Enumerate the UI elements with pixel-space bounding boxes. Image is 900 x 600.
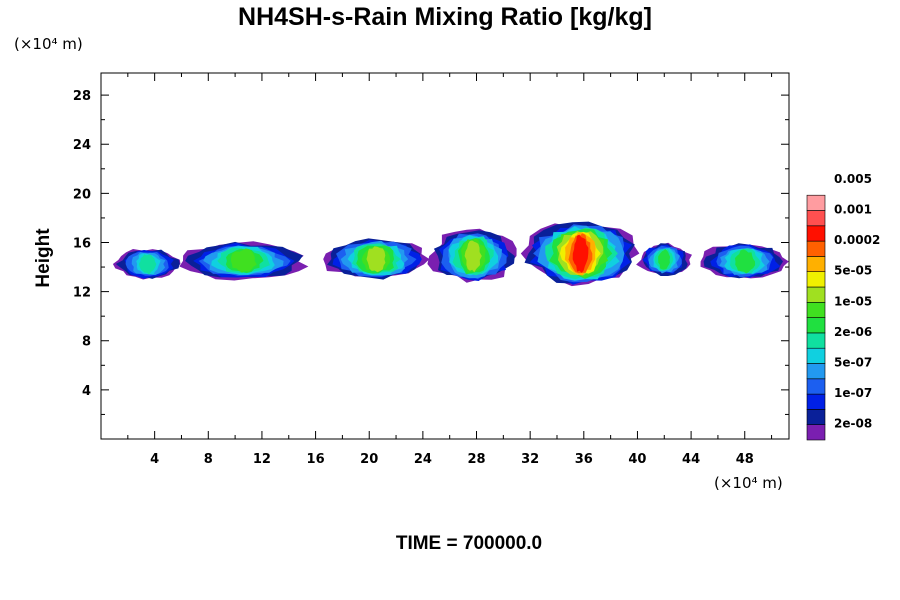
time-label: TIME = 700000.0 [396,533,542,554]
contour-level [464,240,482,273]
y-tick-label: 12 [73,286,91,301]
x-tick-label: 4 [150,452,159,467]
colorbar-swatch [806,301,826,318]
colorbar-swatch [806,256,826,272]
y-tick-label: 4 [82,384,91,399]
colorbar-swatch [806,409,826,425]
contour-level [658,248,671,270]
y-tick-label: 28 [73,89,91,104]
x-tick-label: 24 [414,452,432,467]
y-unit-label: (×10⁴ m) [14,35,83,53]
contour-level [572,234,589,273]
x-tick-label: 20 [360,452,378,467]
contour-level [138,254,157,275]
x-tick-label: 32 [521,452,539,467]
colorbar-swatch [806,332,826,349]
cloud-blob [427,228,517,283]
cloud-blob [520,221,640,287]
colorbar-label: 2e-06 [834,325,872,339]
contour-level [366,246,386,273]
x-tick-label: 48 [736,452,754,467]
colorbar-label: 0.0002 [834,233,880,247]
colorbar-label: 5e-07 [834,356,872,370]
colorbar: 2e-08 1e-07 5e-07 2e-06 1e-05 5e-05 0.0002 0.00… [806,172,880,441]
contour-level [230,248,257,273]
colorbar-label: 0.001 [834,203,872,217]
colorbar-label: 2e-08 [834,417,872,431]
cloud-blob [323,238,430,280]
x-tick-label: 8 [204,452,213,467]
y-tick-label: 24 [73,138,91,153]
x-tick-label: 36 [575,452,593,467]
colorbar-label: 5e-05 [834,264,872,278]
x-tick-label: 16 [307,452,325,467]
y-axis-label: Height [33,228,54,288]
colorbar-label: 0.005 [834,172,872,186]
x-unit-label: (×10⁴ m) [714,474,783,492]
x-tick-label: 40 [628,452,646,467]
colorbar-swatch [806,363,826,380]
colorbar-swatch [806,210,826,227]
cloud-blob [700,243,789,279]
y-tick-label: 16 [73,236,91,251]
y-tick-label: 20 [73,187,91,202]
colorbar-swatch [806,286,826,303]
chart-title: NH4SH-s-Rain Mixing Ratio [kg/kg] [238,3,652,31]
cloud-blob [112,249,181,280]
contour-level [734,249,756,274]
colorbar-swatch [806,271,826,288]
x-tick-label: 12 [253,452,271,467]
plot-frame [100,72,790,440]
colorbar-swatch [806,393,826,410]
colorbar-swatch [806,240,826,257]
plot-fill [112,221,789,287]
colorbar-swatch [806,317,826,334]
x-tick-label: 44 [682,452,700,467]
colorbar-label: 1e-07 [834,386,872,400]
colorbar-swatch [806,194,826,211]
y-tick-label: 8 [82,335,91,350]
cloud-blob [179,241,309,281]
x-tick-label: 28 [467,452,485,467]
colorbar-swatch [806,225,826,242]
colorbar-swatch [806,347,826,364]
cloud-blob [636,242,692,276]
colorbar-label: 1e-05 [834,294,872,308]
colorbar-swatch [806,424,826,441]
colorbar-swatch [806,378,826,395]
